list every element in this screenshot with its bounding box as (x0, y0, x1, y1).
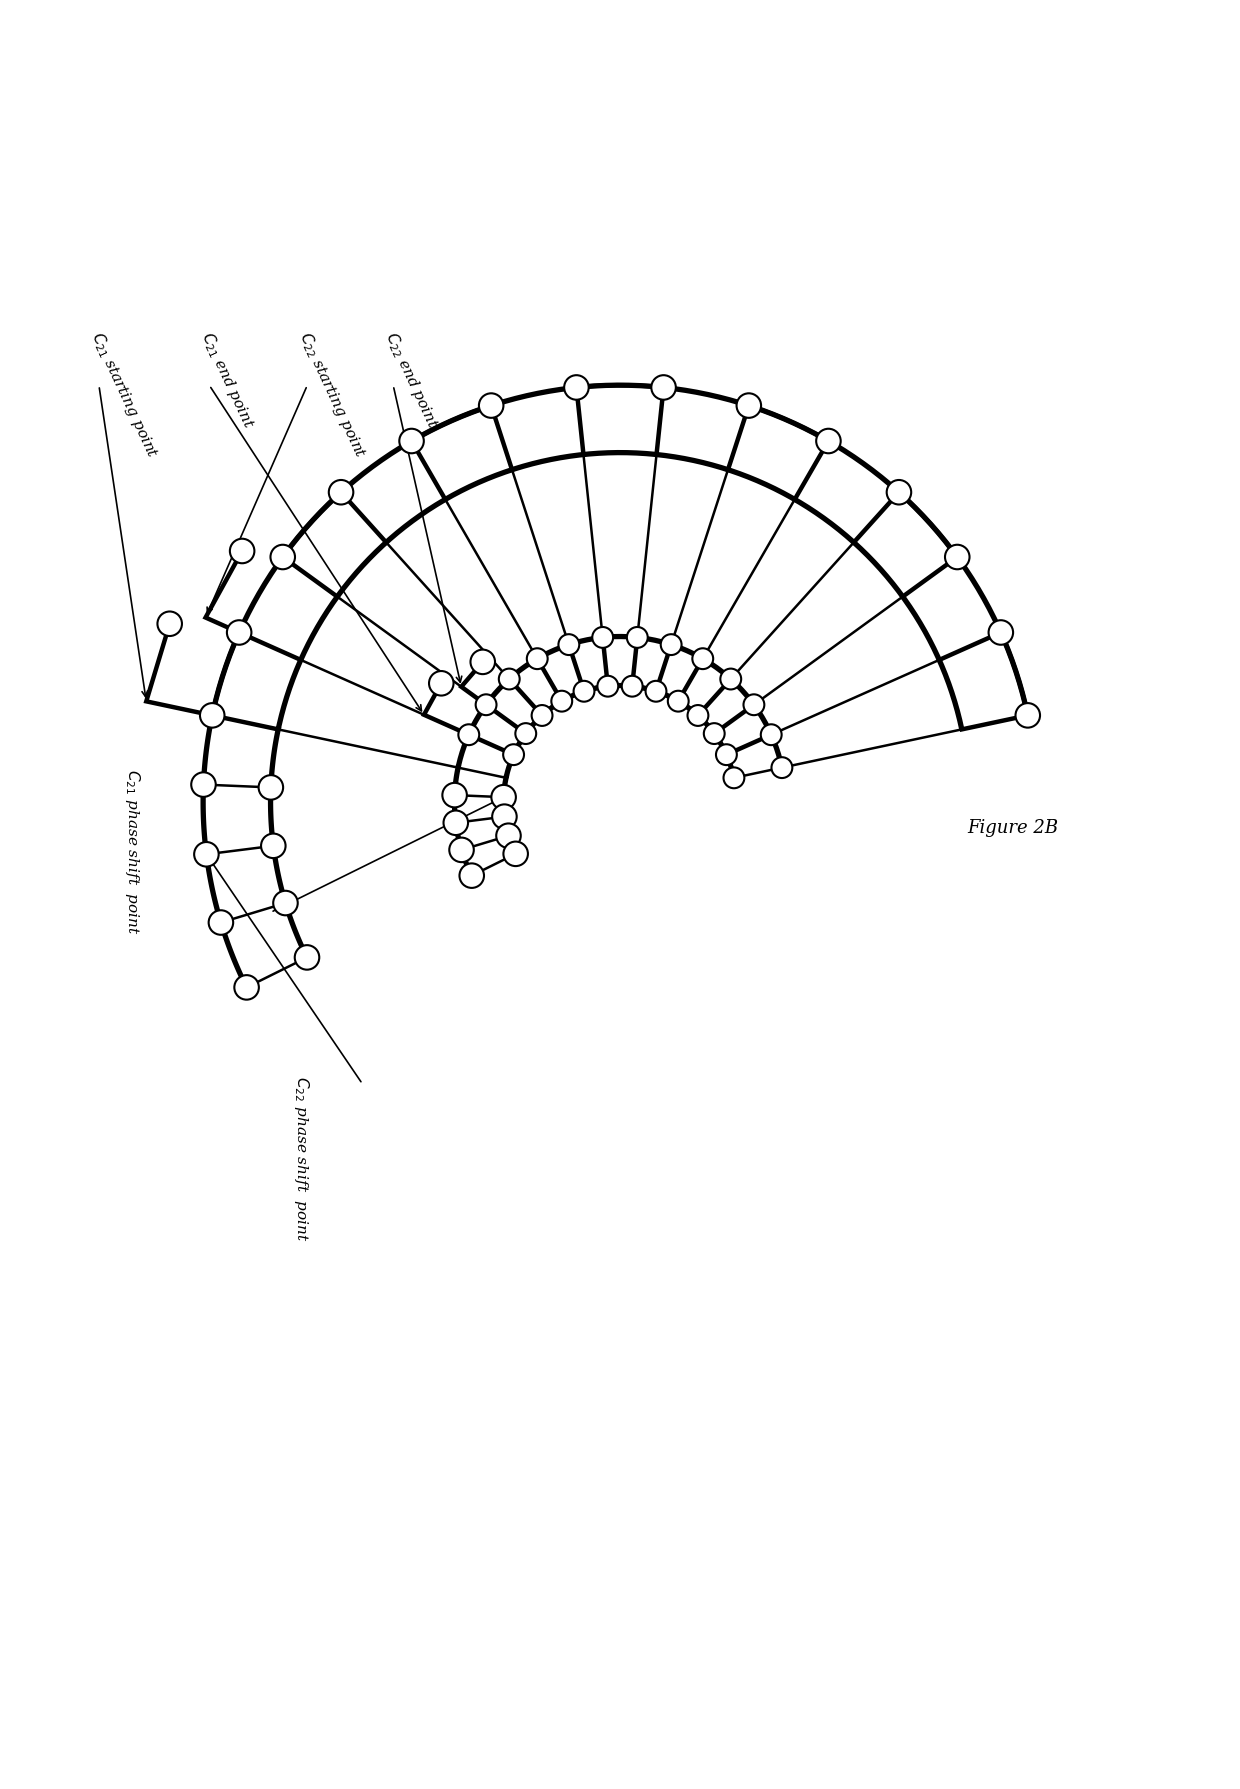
Circle shape (668, 691, 688, 712)
Circle shape (479, 394, 503, 419)
Circle shape (270, 546, 295, 571)
Circle shape (558, 635, 579, 657)
Circle shape (1016, 703, 1040, 728)
Text: $C_{22}$ phase shift  point: $C_{22}$ phase shift point (291, 1075, 311, 1242)
Circle shape (460, 864, 484, 889)
Text: $C_{21}$ end point: $C_{21}$ end point (197, 329, 258, 431)
Circle shape (449, 839, 474, 862)
Circle shape (429, 671, 454, 696)
Circle shape (234, 975, 259, 1000)
Circle shape (200, 703, 224, 728)
Circle shape (329, 481, 353, 504)
Circle shape (157, 612, 182, 637)
Circle shape (646, 682, 666, 703)
Circle shape (459, 725, 479, 746)
Circle shape (527, 649, 548, 669)
Circle shape (564, 376, 589, 401)
Circle shape (687, 705, 708, 726)
Circle shape (720, 669, 742, 691)
Circle shape (715, 744, 737, 766)
Text: $C_{21}$ phase shift  point: $C_{21}$ phase shift point (124, 769, 143, 934)
Circle shape (723, 767, 744, 789)
Circle shape (744, 694, 764, 716)
Circle shape (771, 759, 792, 778)
Circle shape (692, 649, 713, 669)
Circle shape (651, 376, 676, 401)
Circle shape (399, 429, 424, 454)
Circle shape (444, 810, 467, 835)
Circle shape (195, 843, 218, 868)
Circle shape (208, 911, 233, 936)
Circle shape (503, 744, 525, 766)
Text: $C_{21}$ starting point: $C_{21}$ starting point (87, 329, 161, 462)
Circle shape (737, 394, 761, 419)
Text: $C_{22}$ end point: $C_{22}$ end point (381, 329, 443, 431)
Circle shape (816, 429, 841, 454)
Circle shape (498, 669, 520, 691)
Circle shape (593, 628, 613, 648)
Circle shape (476, 694, 496, 716)
Circle shape (229, 540, 254, 564)
Circle shape (191, 773, 216, 798)
Text: Figure 2B: Figure 2B (967, 818, 1058, 835)
Circle shape (503, 843, 528, 866)
Circle shape (470, 649, 495, 674)
Circle shape (988, 621, 1013, 646)
Circle shape (945, 546, 970, 571)
Circle shape (492, 805, 517, 830)
Circle shape (661, 635, 682, 657)
Circle shape (262, 834, 285, 859)
Circle shape (887, 481, 911, 504)
Circle shape (295, 946, 319, 970)
Circle shape (704, 725, 724, 744)
Circle shape (621, 676, 642, 698)
Circle shape (627, 628, 647, 648)
Circle shape (496, 825, 521, 848)
Circle shape (273, 891, 298, 916)
Text: $C_{22}$ starting point: $C_{22}$ starting point (295, 329, 371, 462)
Circle shape (227, 621, 252, 646)
Circle shape (598, 676, 619, 698)
Circle shape (574, 682, 594, 703)
Circle shape (552, 691, 572, 712)
Circle shape (491, 785, 516, 810)
Circle shape (259, 776, 283, 800)
Circle shape (516, 725, 536, 744)
Circle shape (761, 725, 781, 746)
Circle shape (532, 705, 553, 726)
Circle shape (443, 784, 467, 809)
